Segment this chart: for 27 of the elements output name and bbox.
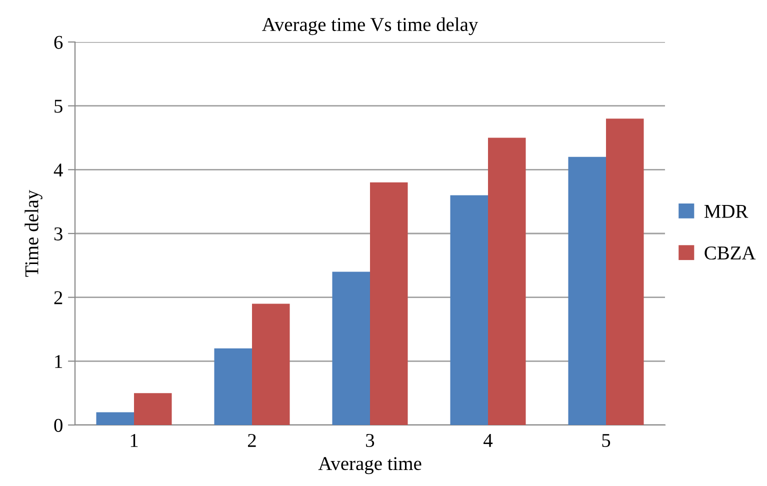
bar <box>96 412 134 425</box>
bar <box>568 156 606 425</box>
y-tick-label: 3 <box>54 227 62 240</box>
chart-title: Average time Vs time delay <box>262 17 478 36</box>
y-tick-label: 1 <box>55 355 62 368</box>
bar <box>606 118 644 425</box>
y-axis-title: Time delay <box>24 190 42 277</box>
x-tick-label: 3 <box>366 434 374 448</box>
bar <box>450 195 488 425</box>
x-tick-label: 5 <box>602 434 610 448</box>
x-axis-title: Average time <box>318 457 422 474</box>
bar <box>370 182 408 425</box>
x-tick-label: 1 <box>130 434 138 447</box>
y-tick-label: 6 <box>54 36 63 49</box>
legend-label: CBZA <box>704 246 756 260</box>
bar <box>214 348 252 425</box>
x-tick-label: 4 <box>484 434 493 447</box>
bar <box>488 138 526 425</box>
x-tick-label: 2 <box>248 434 256 447</box>
y-tick-label: 2 <box>54 291 62 304</box>
legend-label: MDR <box>704 204 748 218</box>
bar <box>332 272 370 425</box>
bar <box>134 393 172 425</box>
y-tick-label: 5 <box>54 100 62 113</box>
y-tick-label: 0 <box>54 418 62 432</box>
bar <box>252 304 290 425</box>
y-tick-label: 4 <box>54 164 63 176</box>
